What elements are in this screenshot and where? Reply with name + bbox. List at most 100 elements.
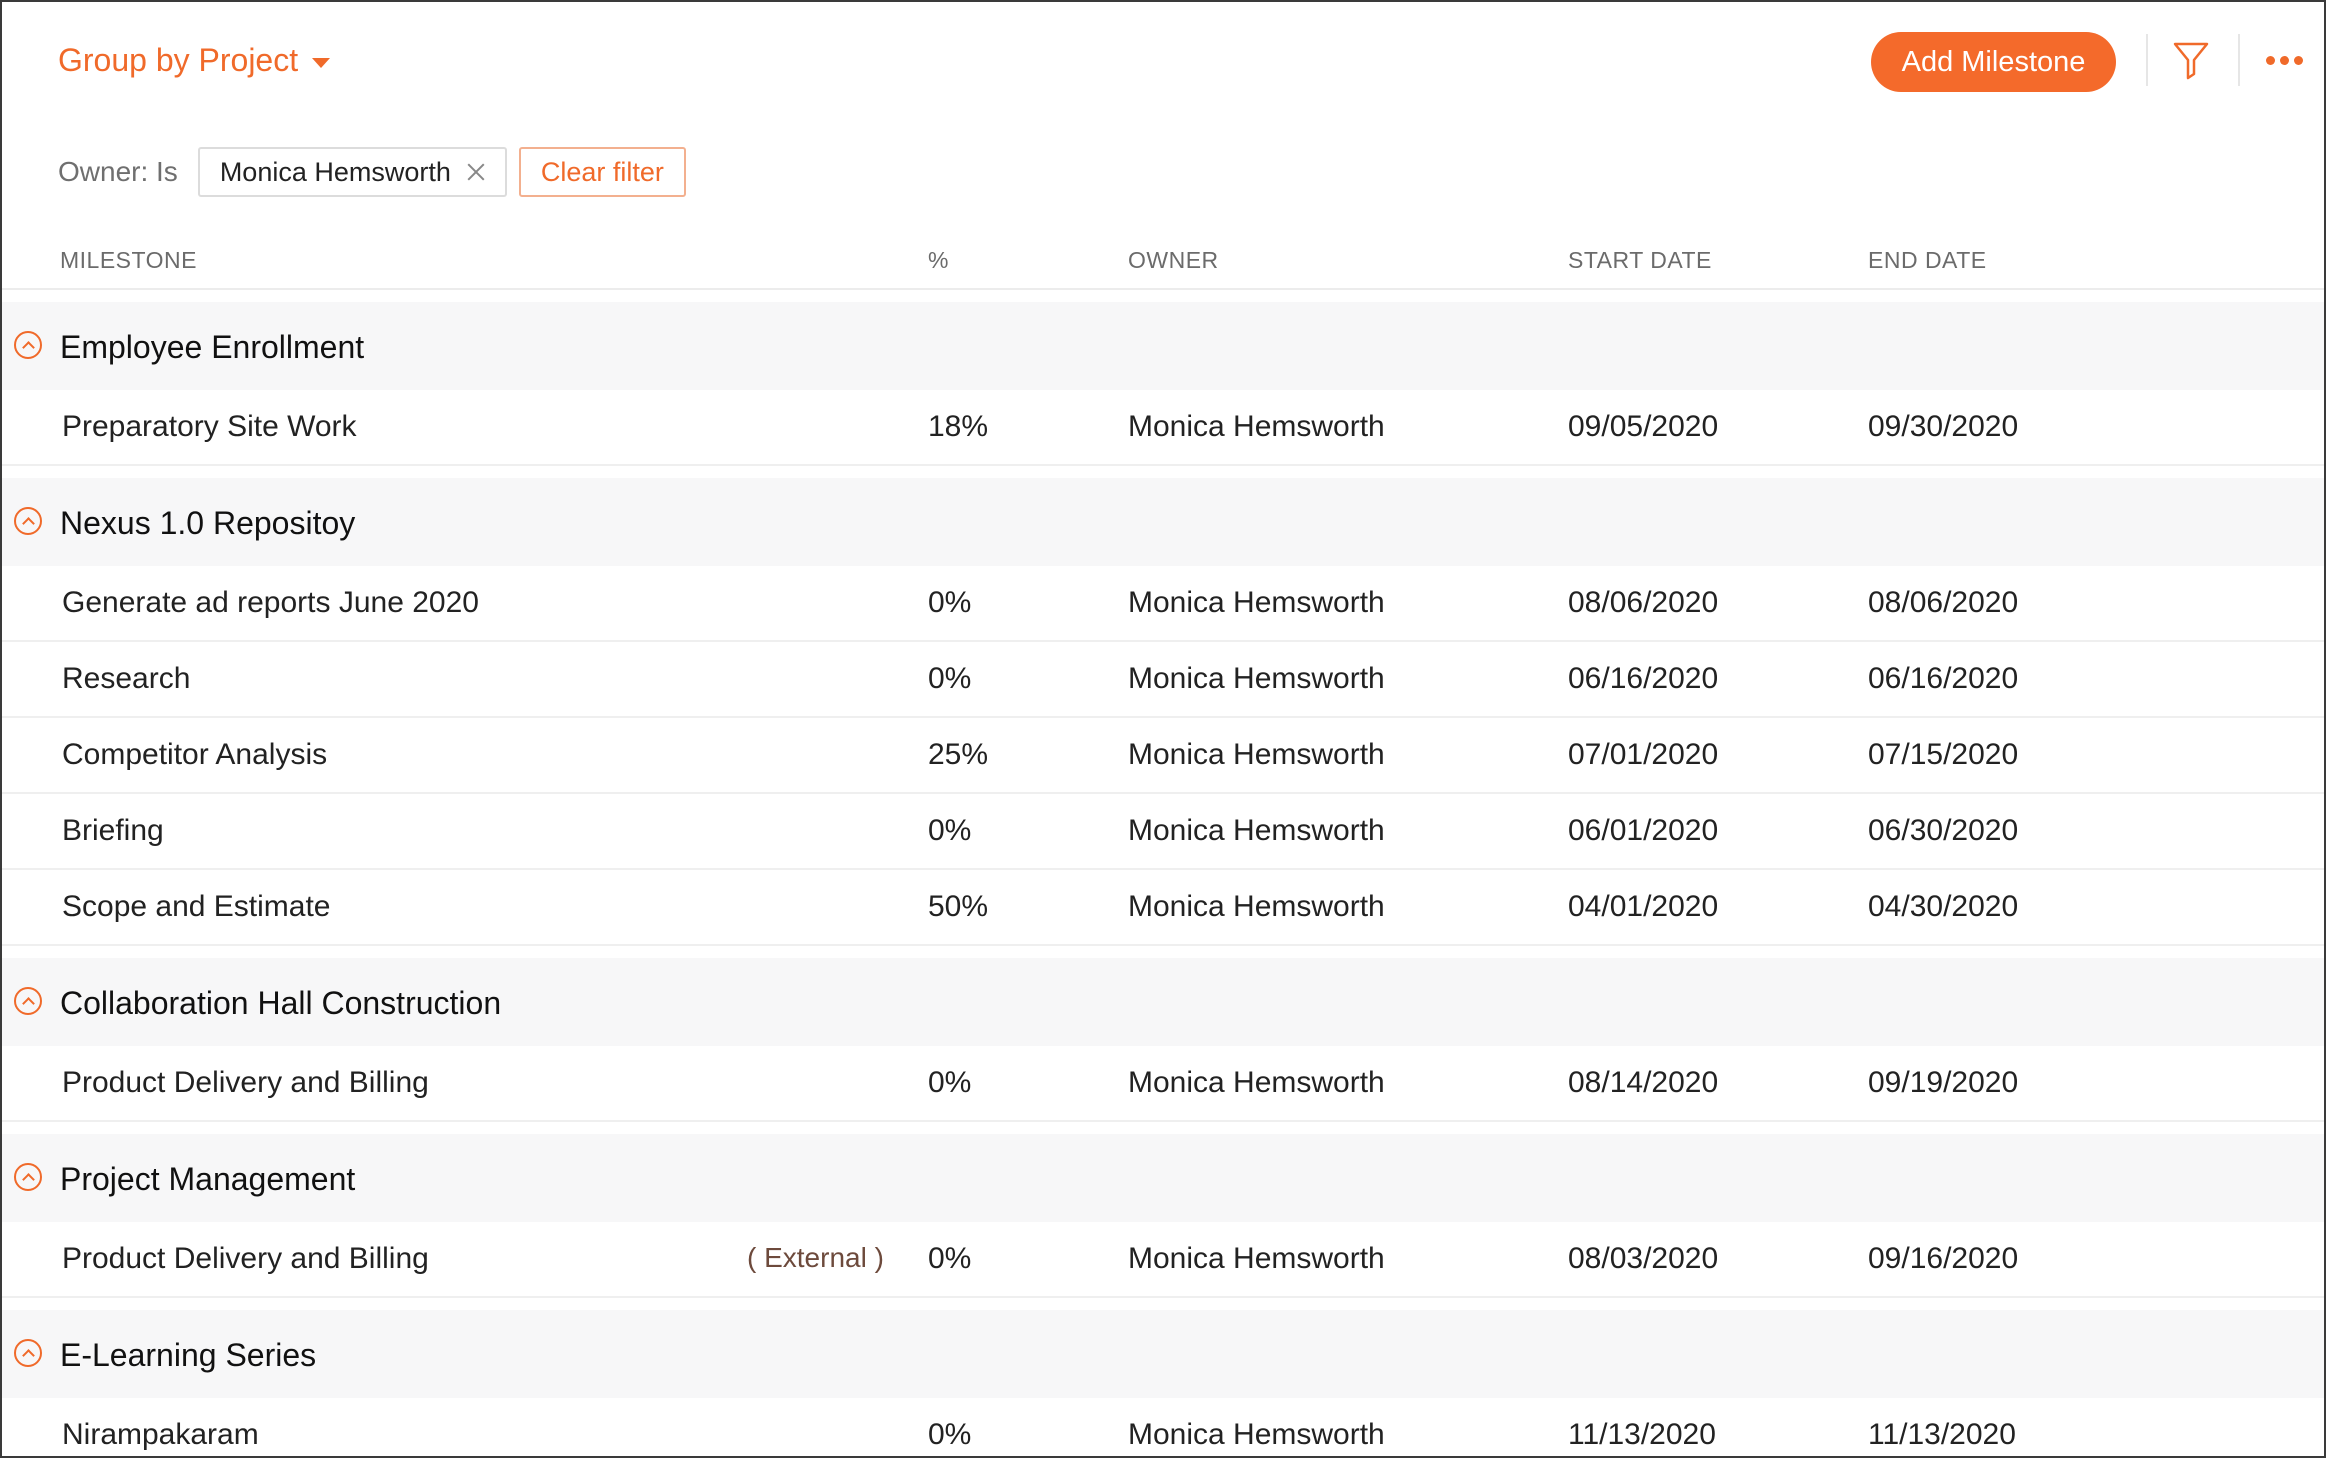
milestone-name[interactable]: Product Delivery and Billing [62, 1066, 429, 1099]
milestone-percent: 0% [928, 814, 972, 847]
milestone-end-date: 06/30/2020 [1868, 814, 2019, 847]
project-group: Collaboration Hall Construction Product D… [2, 958, 2324, 1134]
milestone-name[interactable]: Product Delivery and Billing [62, 1242, 429, 1275]
group-title: Nexus 1.0 Repositoy [60, 505, 356, 541]
group-header: Nexus 1.0 Repositoy [2, 478, 2324, 566]
group-header: Collaboration Hall Construction [2, 958, 2324, 1046]
filter-chip: Monica Hemsworth [197, 147, 507, 197]
milestone-end-date: 11/13/2020 [1868, 1418, 2016, 1451]
table-row[interactable]: Preparatory Site Work 18% Monica Hemsworth… [2, 390, 2324, 466]
milestone-owner: Monica Hemsworth [1128, 738, 1385, 771]
toolbar-divider [2238, 34, 2240, 86]
table-body: Employee Enrollment Preparatory Site Work… [2, 302, 2324, 1456]
project-group: E-Learning Series Nirampakaram 0% Monica He… [2, 1310, 2324, 1456]
milestone-percent: 0% [928, 586, 972, 619]
external-tag: ( External ) [747, 1242, 884, 1273]
table-row[interactable]: Product Delivery and Billing 0% Monica Hem… [2, 1222, 2324, 1298]
milestone-percent: 18% [928, 410, 989, 443]
collapse-chevron-icon[interactable] [14, 507, 42, 535]
project-group: Nexus 1.0 Repositoy Generate ad reports J… [2, 478, 2324, 958]
table-row[interactable]: Nirampakaram 0% Monica Hemsworth 11/13/2020… [2, 1398, 2324, 1456]
group-title: Collaboration Hall Construction [60, 985, 502, 1021]
milestone-name[interactable]: Competitor Analysis [62, 738, 328, 771]
milestone-name[interactable]: Scope and Estimate [62, 890, 331, 923]
milestone-percent: 25% [928, 738, 989, 771]
milestone-start-date: 08/06/2020 [1568, 586, 1719, 619]
project-group: Project Management Product Delivery and B… [2, 1134, 2324, 1310]
table-header: MILESTONE % OWNER START DATE END DATE [2, 230, 2324, 290]
caret-down-icon [312, 57, 331, 68]
group-spacer [2, 1298, 2324, 1310]
column-header-end-date[interactable]: END DATE [1868, 247, 1987, 273]
column-header-start-date[interactable]: START DATE [1568, 247, 1712, 273]
table-row[interactable]: Scope and Estimate 50% Monica Hemsworth 04/… [2, 870, 2324, 946]
column-header-owner[interactable]: OWNER [1128, 247, 1219, 273]
group-spacer [2, 946, 2324, 958]
project-group: Employee Enrollment Preparatory Site Work… [2, 302, 2324, 478]
milestone-owner: Monica Hemsworth [1128, 890, 1385, 923]
ellipsis-icon[interactable] [2266, 50, 2306, 70]
milestone-end-date: 06/16/2020 [1868, 662, 2019, 695]
group-header: E-Learning Series [2, 1310, 2324, 1398]
group-title: Employee Enrollment [60, 329, 365, 365]
collapse-chevron-icon[interactable] [14, 1339, 42, 1367]
milestone-end-date: 04/30/2020 [1868, 890, 2019, 923]
collapse-chevron-icon[interactable] [14, 1163, 42, 1191]
collapse-chevron-icon[interactable] [14, 987, 42, 1015]
milestone-start-date: 06/16/2020 [1568, 662, 1719, 695]
milestone-name[interactable]: Generate ad reports June 2020 [62, 586, 479, 619]
milestone-owner: Monica Hemsworth [1128, 1242, 1385, 1275]
group-spacer [2, 1122, 2324, 1134]
toolbar-divider [2146, 34, 2148, 86]
milestone-start-date: 04/01/2020 [1568, 890, 1719, 923]
milestone-end-date: 07/15/2020 [1868, 738, 2019, 771]
group-by-dropdown[interactable]: Group by Project [58, 42, 331, 79]
milestone-percent: 50% [928, 890, 989, 923]
milestone-start-date: 08/14/2020 [1568, 1066, 1719, 1099]
milestone-percent: 0% [928, 1066, 972, 1099]
milestone-percent: 0% [928, 1418, 972, 1451]
group-title: Project Management [60, 1161, 356, 1197]
column-header-percent[interactable]: % [928, 247, 949, 273]
milestone-percent: 0% [928, 662, 972, 695]
milestone-start-date: 08/03/2020 [1568, 1242, 1719, 1275]
active-filter-bar: Owner: Is Monica Hemsworth Clear filter [58, 147, 686, 197]
table-row[interactable]: Research 0% Monica Hemsworth 06/16/2020 06/1… [2, 642, 2324, 718]
table-row[interactable]: Competitor Analysis 25% Monica Hemsworth 07… [2, 718, 2324, 794]
clear-filter-button[interactable]: Clear filter [518, 147, 686, 197]
toolbar: Group by Project Add Milestone [2, 2, 2324, 124]
milestone-end-date: 09/19/2020 [1868, 1066, 2019, 1099]
milestone-start-date: 09/05/2020 [1568, 410, 1719, 443]
table-row[interactable]: Briefing 0% Monica Hemsworth 06/01/2020 06/3… [2, 794, 2324, 870]
add-milestone-button[interactable]: Add Milestone [1871, 32, 2116, 92]
milestone-start-date: 11/13/2020 [1568, 1418, 1716, 1451]
filter-chip-value: Monica Hemsworth [219, 156, 451, 187]
milestone-owner: Monica Hemsworth [1128, 586, 1385, 619]
milestone-name[interactable]: Nirampakaram [62, 1418, 259, 1451]
milestone-name[interactable]: Research [62, 662, 191, 695]
milestone-owner: Monica Hemsworth [1128, 410, 1385, 443]
group-header: Project Management [2, 1134, 2324, 1222]
group-spacer [2, 466, 2324, 478]
milestone-percent: 0% [928, 1242, 972, 1275]
group-by-label: Group by Project [58, 42, 299, 78]
milestone-end-date: 08/06/2020 [1868, 586, 2019, 619]
table-row[interactable]: Product Delivery and Billing 0% Monica Hem… [2, 1046, 2324, 1122]
column-header-milestone[interactable]: MILESTONE [60, 247, 197, 273]
milestone-start-date: 06/01/2020 [1568, 814, 1719, 847]
milestone-owner: Monica Hemsworth [1128, 1418, 1385, 1451]
table-row[interactable]: Generate ad reports June 2020 0% Monica He… [2, 566, 2324, 642]
milestone-owner: Monica Hemsworth [1128, 814, 1385, 847]
group-title: E-Learning Series [60, 1337, 317, 1373]
milestone-name[interactable]: Briefing [62, 814, 164, 847]
milestone-start-date: 07/01/2020 [1568, 738, 1719, 771]
milestone-end-date: 09/30/2020 [1868, 410, 2019, 443]
filter-owner-label: Owner: Is [58, 156, 178, 187]
collapse-chevron-icon[interactable] [14, 331, 42, 359]
funnel-icon[interactable] [2172, 40, 2210, 80]
milestone-name[interactable]: Preparatory Site Work [62, 410, 357, 443]
milestone-end-date: 09/16/2020 [1868, 1242, 2019, 1275]
milestone-owner: Monica Hemsworth [1128, 662, 1385, 695]
close-icon[interactable] [467, 163, 485, 181]
